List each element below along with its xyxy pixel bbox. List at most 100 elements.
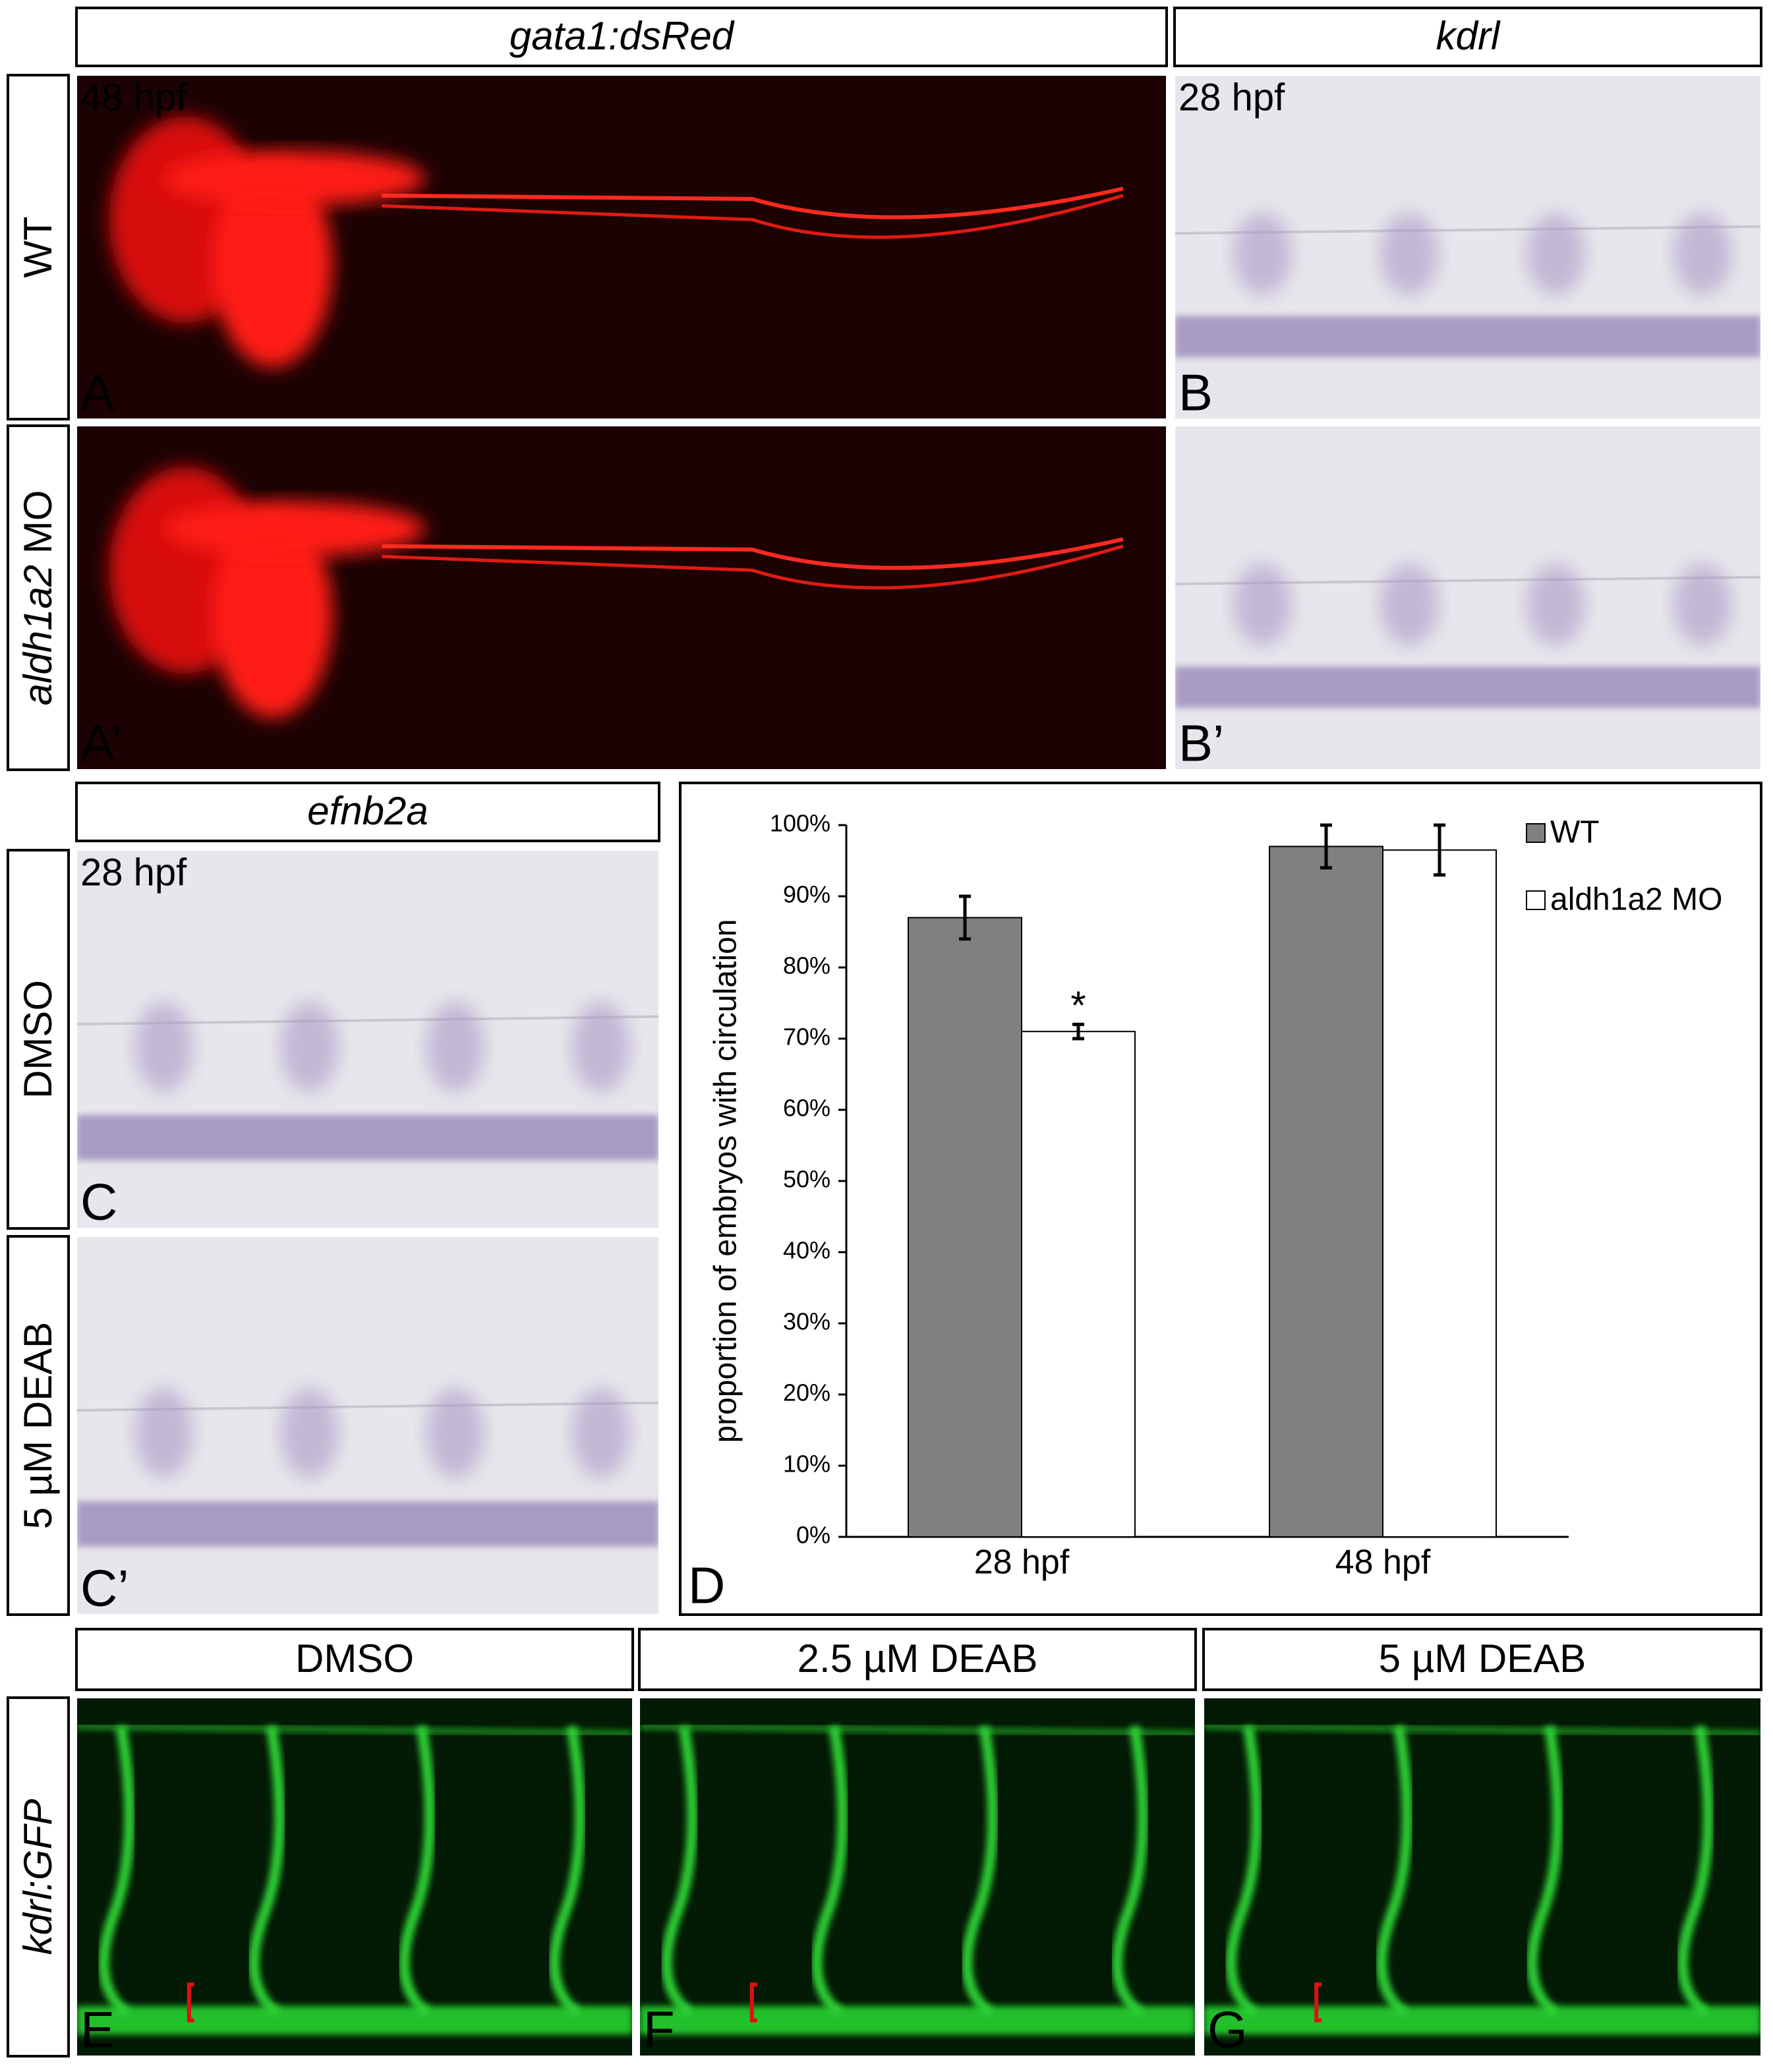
vessel	[1225, 1725, 1262, 2018]
annotation: *	[1070, 983, 1086, 1027]
vessel	[549, 1725, 585, 2018]
column-header: 2.5 µM DEAB	[798, 1636, 1038, 1681]
stain	[1380, 212, 1439, 296]
y-tick-label: 0%	[796, 1522, 830, 1549]
stain-band	[1175, 666, 1761, 708]
stain	[280, 1001, 339, 1093]
side-label-box	[7, 1235, 70, 1616]
bar	[1021, 1031, 1136, 1538]
panel-letter: C’	[80, 1559, 129, 1617]
row-label: kdrl:GFP	[16, 1799, 60, 1955]
y-tick-label: 50%	[783, 1166, 830, 1193]
panel-letter: F	[643, 2001, 675, 2059]
y-tick-label: 90%	[783, 881, 830, 908]
y-tick-label: 20%	[783, 1379, 830, 1406]
header-box	[75, 1628, 634, 1691]
stain	[1233, 212, 1292, 296]
image-bg	[1204, 1698, 1761, 2056]
vessel	[1376, 1725, 1412, 2018]
vessel	[76, 1723, 633, 1737]
stain-band	[1175, 316, 1761, 358]
micrograph	[639, 1698, 1196, 2056]
micrograph	[76, 850, 659, 1228]
vessel	[1526, 1725, 1563, 2018]
error-bar	[1434, 823, 1445, 877]
row-label: 5 µM DEAB	[16, 1322, 60, 1530]
image-bg	[639, 1698, 1196, 2056]
column-header: kdrl	[1436, 14, 1501, 58]
stain	[1526, 563, 1585, 647]
panel-letter: B	[1178, 364, 1213, 422]
panel-letter: A	[80, 364, 115, 422]
stain-band	[76, 1501, 659, 1547]
panel-letter: A’	[80, 714, 123, 772]
stain	[1526, 212, 1585, 296]
vessel-band	[639, 2005, 1196, 2035]
row-label: aldh1a2 MO	[16, 490, 60, 706]
vessel	[382, 544, 1124, 590]
vessel	[382, 187, 1124, 219]
blob	[163, 501, 426, 557]
stain	[426, 1387, 484, 1479]
stain	[1380, 563, 1439, 647]
y-tick-label: 70%	[783, 1023, 830, 1050]
blob	[212, 511, 333, 718]
stage-label: 28 hpf	[1178, 76, 1285, 119]
x-tick-label: 48 hpf	[1335, 1543, 1431, 1582]
bracket	[1314, 1982, 1322, 2023]
stain	[1233, 563, 1292, 647]
header-box	[1173, 7, 1762, 67]
panel-letter: D	[688, 1557, 725, 1615]
stain	[1673, 563, 1732, 647]
side-label-box	[7, 849, 70, 1230]
stain	[134, 1001, 193, 1093]
bracket	[187, 1982, 194, 2023]
column-header: efnb2a	[307, 789, 428, 833]
y-tick-label: 80%	[783, 952, 830, 979]
micrograph	[1175, 426, 1761, 770]
panel-letter: G	[1207, 2001, 1248, 2059]
bar	[1269, 846, 1383, 1538]
vessel	[382, 194, 1124, 239]
legend-swatch	[1526, 823, 1546, 843]
y-tick-label: 10%	[783, 1451, 830, 1478]
vessel-band	[1204, 2005, 1761, 2035]
legend-label: WT	[1550, 815, 1600, 850]
stain	[426, 1001, 484, 1093]
y-axis-label: proportion of embryos with circulation	[709, 919, 743, 1443]
header-box	[1202, 1628, 1762, 1691]
vessel	[811, 1725, 848, 2018]
stage-label: 28 hpf	[80, 851, 187, 894]
column-header: 5 µM DEAB	[1379, 1636, 1586, 1681]
header-box	[638, 1628, 1197, 1691]
bracket	[749, 1982, 757, 2023]
legend-label: aldh1a2 MO	[1550, 882, 1723, 917]
chart-box	[679, 782, 1762, 1616]
bar	[908, 917, 1022, 1538]
column-header: gata1:dsRed	[509, 14, 735, 58]
vessel	[639, 1723, 1196, 1737]
blob	[212, 161, 333, 368]
vessel-band	[76, 2005, 633, 2035]
side-label-box	[7, 424, 70, 771]
vessel	[382, 537, 1124, 570]
error-bar	[1072, 1022, 1084, 1041]
stain	[1673, 212, 1732, 296]
row-label-italic: aldh1a2	[16, 565, 60, 706]
stain	[280, 1387, 339, 1479]
column-header: DMSO	[295, 1636, 414, 1681]
micrograph	[76, 75, 1167, 419]
micrograph	[1204, 1698, 1761, 2056]
vessel	[962, 1725, 999, 2018]
bar	[1382, 849, 1497, 1538]
micrograph	[76, 1698, 633, 2056]
micrograph	[76, 1236, 659, 1615]
header-box	[75, 7, 1168, 67]
vessel	[399, 1725, 436, 2018]
y-tick-label: 40%	[783, 1237, 830, 1264]
vessel	[1677, 1725, 1714, 2018]
side-label-box	[7, 1696, 70, 2058]
row-label: DMSO	[16, 980, 60, 1099]
panel-letter: B’	[1178, 714, 1224, 772]
